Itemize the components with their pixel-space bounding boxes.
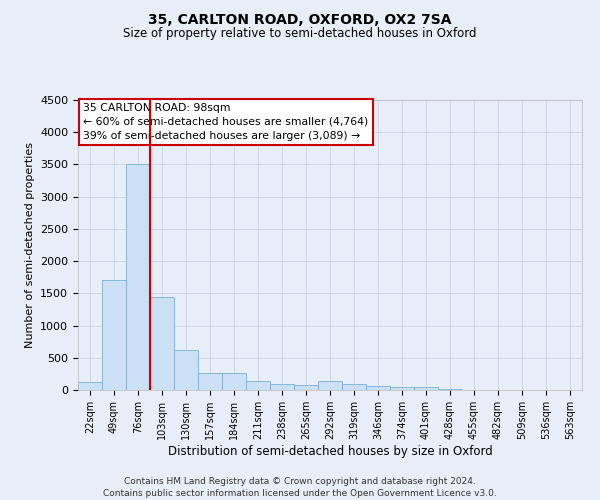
- Bar: [102, 280, 126, 390]
- Bar: [270, 384, 294, 390]
- Bar: [150, 296, 174, 390]
- Text: Contains public sector information licensed under the Open Government Licence v3: Contains public sector information licen…: [103, 489, 497, 498]
- Bar: [126, 164, 150, 390]
- Bar: [366, 386, 390, 390]
- Bar: [174, 350, 198, 390]
- Bar: [318, 380, 342, 390]
- Bar: [78, 382, 102, 390]
- Text: Contains HM Land Registry data © Crown copyright and database right 2024.: Contains HM Land Registry data © Crown c…: [124, 478, 476, 486]
- X-axis label: Distribution of semi-detached houses by size in Oxford: Distribution of semi-detached houses by …: [167, 444, 493, 458]
- Bar: [294, 384, 318, 390]
- Text: 35 CARLTON ROAD: 98sqm
← 60% of semi-detached houses are smaller (4,764)
39% of : 35 CARLTON ROAD: 98sqm ← 60% of semi-det…: [83, 103, 368, 141]
- Bar: [390, 387, 414, 390]
- Bar: [198, 373, 222, 390]
- Bar: [246, 380, 270, 390]
- Text: 35, CARLTON ROAD, OXFORD, OX2 7SA: 35, CARLTON ROAD, OXFORD, OX2 7SA: [148, 12, 452, 26]
- Bar: [222, 373, 246, 390]
- Bar: [342, 384, 366, 390]
- Text: Size of property relative to semi-detached houses in Oxford: Size of property relative to semi-detach…: [123, 28, 477, 40]
- Y-axis label: Number of semi-detached properties: Number of semi-detached properties: [25, 142, 35, 348]
- Bar: [414, 388, 438, 390]
